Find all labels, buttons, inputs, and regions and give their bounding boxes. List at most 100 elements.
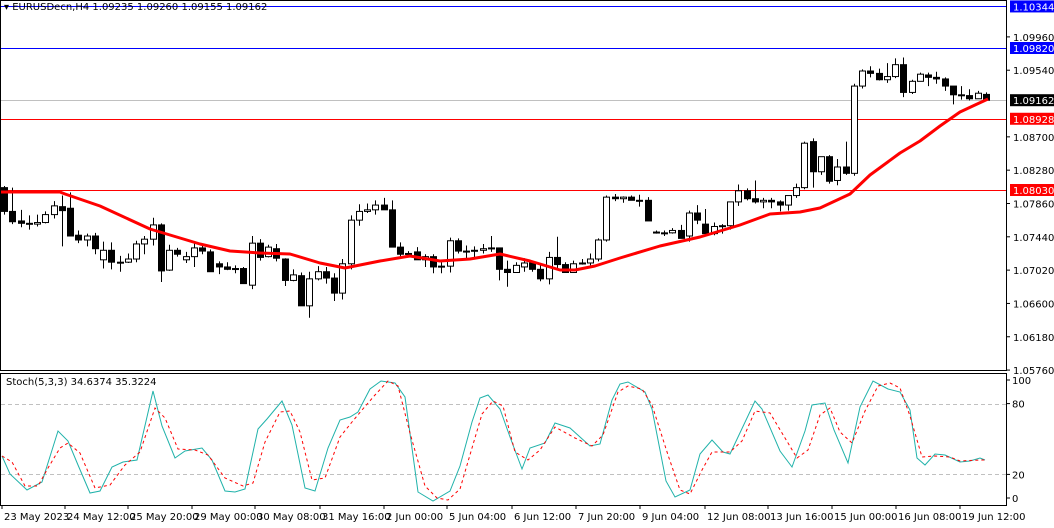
candle[interactable] [431,254,437,273]
candle[interactable] [283,258,289,286]
candle[interactable] [695,205,701,224]
candle[interactable] [629,196,635,201]
candle[interactable] [60,196,66,247]
candle[interactable] [52,201,58,218]
candle[interactable] [976,91,982,99]
candle[interactable] [291,269,297,281]
candle[interactable] [926,73,932,86]
candle[interactable] [324,267,330,284]
candle[interactable] [134,241,140,262]
candle[interactable] [505,261,511,287]
candle[interactable] [390,200,396,247]
candle[interactable] [761,198,767,208]
candle[interactable] [76,230,82,243]
candle[interactable] [357,204,363,225]
candle[interactable] [786,196,792,211]
candle[interactable] [398,242,404,257]
candle[interactable] [2,186,8,215]
candle[interactable] [85,234,91,247]
candle[interactable] [910,80,916,94]
candle[interactable] [118,256,124,272]
candle[interactable] [621,196,627,202]
candle[interactable] [365,203,371,213]
candle[interactable] [35,215,41,227]
candle[interactable] [868,66,874,77]
candle[interactable] [835,159,841,185]
candle[interactable] [439,262,445,273]
candle[interactable] [217,261,223,274]
candle[interactable] [819,157,825,175]
candle[interactable] [19,210,25,227]
candle[interactable] [877,69,883,81]
candle[interactable] [167,245,173,271]
price-pane[interactable] [0,7,1006,318]
candle[interactable] [514,262,520,272]
stochastic-pane[interactable] [1,381,1006,501]
candle[interactable] [662,230,668,236]
candle[interactable] [456,238,462,253]
candle[interactable] [753,180,759,203]
candle[interactable] [299,273,305,306]
candle[interactable] [184,252,190,263]
candle[interactable] [934,72,940,84]
candle[interactable] [646,197,652,221]
candle[interactable] [959,86,965,99]
candle[interactable] [109,242,115,269]
candle[interactable] [844,142,850,175]
candle[interactable] [802,142,808,190]
candle[interactable] [192,242,198,267]
candle[interactable] [588,253,594,265]
candle[interactable] [860,69,866,88]
candle[interactable] [68,192,74,236]
candle[interactable] [93,233,99,254]
candle[interactable] [827,155,833,184]
candle[interactable] [233,265,239,273]
collapse-triangle-icon[interactable]: ▾ [4,2,9,13]
candle[interactable] [27,215,33,229]
candle[interactable] [250,236,256,289]
candle[interactable] [893,58,899,78]
candle[interactable] [811,138,817,187]
candle[interactable] [580,259,586,265]
candle[interactable] [373,200,379,214]
candle[interactable] [679,225,685,238]
candle[interactable] [175,248,181,257]
candle[interactable] [703,209,709,236]
candle[interactable] [316,266,322,280]
candle[interactable] [225,262,231,270]
candle[interactable] [555,237,561,269]
candle[interactable] [794,184,800,198]
candle[interactable] [43,211,49,223]
candle[interactable] [142,236,148,254]
candle[interactable] [769,198,775,208]
candle[interactable] [208,249,214,271]
candle[interactable] [349,215,355,269]
candle[interactable] [604,196,610,242]
candle[interactable] [943,77,949,90]
candle[interactable] [382,198,388,210]
candle[interactable] [778,200,784,211]
candle[interactable] [736,184,742,205]
candle[interactable] [885,63,891,83]
candle[interactable] [728,202,734,230]
candle[interactable] [489,236,495,252]
candle[interactable] [258,239,264,260]
candle[interactable] [448,238,454,273]
candle[interactable] [340,259,346,299]
candle[interactable] [613,194,619,201]
candle[interactable] [481,244,487,254]
candle[interactable] [126,253,132,263]
candle[interactable] [332,273,338,301]
candle[interactable] [901,58,907,98]
candle[interactable] [670,228,676,234]
candle[interactable] [266,245,272,258]
candle[interactable] [423,254,429,267]
candle[interactable] [654,230,660,233]
candle[interactable] [464,246,470,259]
candle[interactable] [951,86,957,104]
candle[interactable] [687,211,693,242]
candle[interactable] [637,195,643,207]
candle[interactable] [307,272,313,318]
